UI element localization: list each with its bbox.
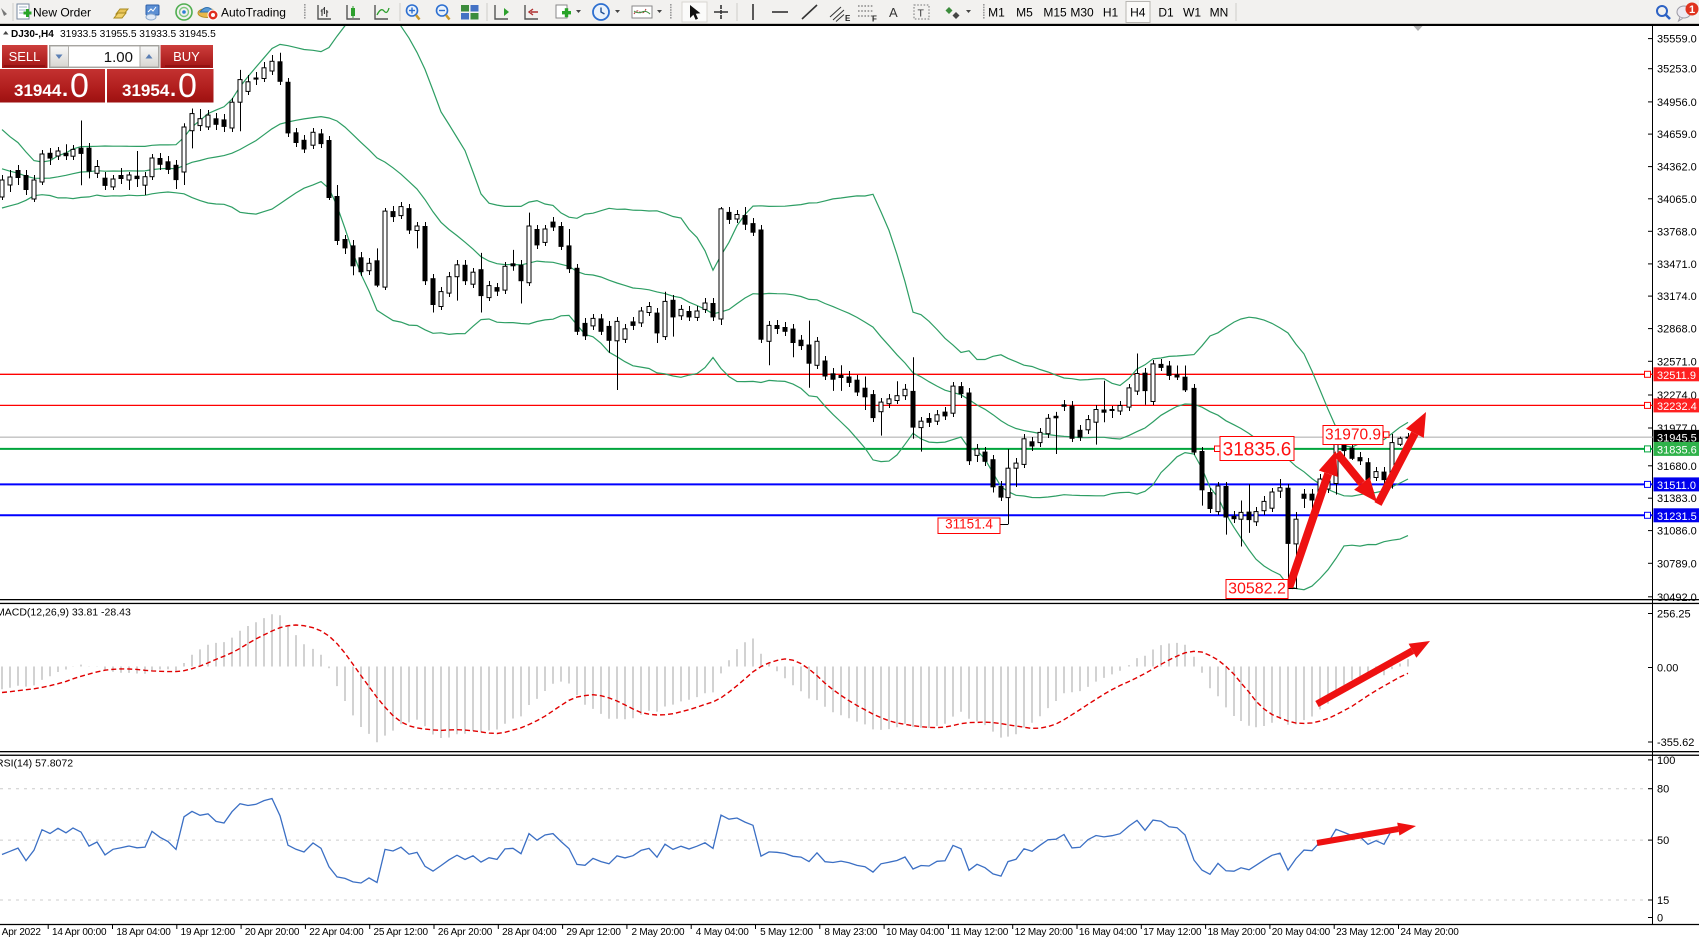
svg-text:-355.62: -355.62 xyxy=(1657,737,1694,749)
svg-text:8 May 23:00: 8 May 23:00 xyxy=(824,927,877,938)
svg-text:.: . xyxy=(62,76,68,101)
svg-text:16 May 04:00: 16 May 04:00 xyxy=(1079,927,1138,938)
svg-text:AutoTrading: AutoTrading xyxy=(221,6,286,20)
svg-text:MN: MN xyxy=(1210,6,1229,20)
svg-text:W1: W1 xyxy=(1183,6,1201,20)
svg-text:24 May 20:00: 24 May 20:00 xyxy=(1400,927,1459,938)
svg-text:20 May 04:00: 20 May 04:00 xyxy=(1272,927,1331,938)
svg-text:31835.6: 31835.6 xyxy=(1223,440,1292,461)
svg-text:5 May 12:00: 5 May 12:00 xyxy=(760,927,813,938)
svg-text:1: 1 xyxy=(1689,4,1695,16)
svg-text:30492.0: 30492.0 xyxy=(1657,592,1697,604)
svg-text:35253.0: 35253.0 xyxy=(1657,64,1697,76)
svg-text:31835.6: 31835.6 xyxy=(1657,444,1697,456)
svg-text:0.00: 0.00 xyxy=(1657,663,1678,675)
svg-text:12 May 20:00: 12 May 20:00 xyxy=(1015,927,1074,938)
svg-text:M5: M5 xyxy=(1016,6,1033,20)
svg-text:M1: M1 xyxy=(988,6,1005,20)
svg-text:31511.0: 31511.0 xyxy=(1657,480,1696,492)
svg-text:12 Apr 2022: 12 Apr 2022 xyxy=(0,927,41,938)
svg-text:1.00: 1.00 xyxy=(104,49,133,66)
svg-text:H4: H4 xyxy=(1130,6,1146,20)
svg-text:0: 0 xyxy=(178,67,197,105)
svg-text:T: T xyxy=(918,8,925,20)
svg-text:11 May 12:00: 11 May 12:00 xyxy=(951,927,1009,938)
svg-text:31383.0: 31383.0 xyxy=(1657,493,1697,505)
svg-text:50: 50 xyxy=(1657,835,1669,847)
svg-text:DJ30-,H4: DJ30-,H4 xyxy=(11,29,54,40)
svg-text:0: 0 xyxy=(1657,913,1663,925)
svg-text:31231.5: 31231.5 xyxy=(1657,511,1697,523)
svg-text:34956.0: 34956.0 xyxy=(1657,97,1697,109)
svg-text:32511.9: 32511.9 xyxy=(1657,370,1696,382)
svg-text:31945.5: 31945.5 xyxy=(1657,432,1697,444)
svg-text:31970.9: 31970.9 xyxy=(1325,427,1381,444)
svg-text:20 Apr 20:00: 20 Apr 20:00 xyxy=(245,927,300,938)
svg-text:23 May 12:00: 23 May 12:00 xyxy=(1336,927,1395,938)
svg-text:31151.4: 31151.4 xyxy=(945,517,993,532)
svg-text:A: A xyxy=(889,5,898,20)
svg-text:100: 100 xyxy=(1657,755,1675,767)
svg-text:10 May 04:00: 10 May 04:00 xyxy=(886,927,945,938)
svg-text:New Order: New Order xyxy=(33,6,91,20)
svg-text:33174.0: 33174.0 xyxy=(1657,291,1697,303)
svg-text:2 May 20:00: 2 May 20:00 xyxy=(631,927,684,938)
svg-text:H1: H1 xyxy=(1103,6,1119,20)
svg-text:30582.2: 30582.2 xyxy=(1228,581,1286,598)
svg-text:14 Apr 00:00: 14 Apr 00:00 xyxy=(52,927,107,938)
svg-text:32571.0: 32571.0 xyxy=(1657,356,1697,368)
svg-text:F: F xyxy=(872,15,877,24)
svg-text:M15: M15 xyxy=(1043,6,1067,20)
svg-text:32868.0: 32868.0 xyxy=(1657,324,1697,336)
svg-text:34362.0: 34362.0 xyxy=(1657,162,1697,174)
svg-text:E: E xyxy=(845,14,851,23)
svg-text:18 Apr 04:00: 18 Apr 04:00 xyxy=(116,927,171,938)
svg-text:15: 15 xyxy=(1657,895,1669,907)
svg-text:28 Apr 04:00: 28 Apr 04:00 xyxy=(502,927,557,938)
svg-text:19 Apr 12:00: 19 Apr 12:00 xyxy=(181,927,236,938)
svg-text:17 May 12:00: 17 May 12:00 xyxy=(1143,927,1202,938)
svg-text:0: 0 xyxy=(70,67,89,105)
svg-text:BUY: BUY xyxy=(173,49,200,64)
svg-text:34065.0: 34065.0 xyxy=(1657,194,1697,206)
svg-text:MACD(12,26,9) 33.81 -28.43: MACD(12,26,9) 33.81 -28.43 xyxy=(0,607,131,619)
svg-text:26 Apr 20:00: 26 Apr 20:00 xyxy=(438,927,493,938)
svg-text:80: 80 xyxy=(1657,784,1669,796)
svg-text:.: . xyxy=(170,76,176,101)
svg-text:33471.0: 33471.0 xyxy=(1657,259,1697,271)
svg-text:31086.0: 31086.0 xyxy=(1657,526,1697,538)
svg-text:29 Apr 12:00: 29 Apr 12:00 xyxy=(566,927,621,938)
svg-text:32232.4: 32232.4 xyxy=(1657,401,1697,413)
svg-text:25 Apr 12:00: 25 Apr 12:00 xyxy=(374,927,429,938)
svg-text:35559.0: 35559.0 xyxy=(1657,34,1697,46)
svg-text:31933.5 31955.5 31933.5 31945.: 31933.5 31955.5 31933.5 31945.5 xyxy=(60,29,216,40)
svg-text:22 Apr 04:00: 22 Apr 04:00 xyxy=(309,927,364,938)
svg-text:31944: 31944 xyxy=(14,81,62,100)
svg-text:18 May 20:00: 18 May 20:00 xyxy=(1207,927,1266,938)
svg-text:SELL: SELL xyxy=(9,49,41,64)
svg-text:33768.0: 33768.0 xyxy=(1657,226,1697,238)
svg-text:34659.0: 34659.0 xyxy=(1657,129,1697,141)
svg-text:RSI(14) 57.8072: RSI(14) 57.8072 xyxy=(0,758,73,770)
svg-text:D1: D1 xyxy=(1158,6,1174,20)
svg-text:4 May 04:00: 4 May 04:00 xyxy=(696,927,749,938)
svg-text:256.25: 256.25 xyxy=(1657,609,1691,621)
svg-text:31954: 31954 xyxy=(122,81,170,100)
svg-text:M30: M30 xyxy=(1070,6,1094,20)
svg-text:31680.0: 31680.0 xyxy=(1657,461,1697,473)
svg-text:30789.0: 30789.0 xyxy=(1657,558,1697,570)
